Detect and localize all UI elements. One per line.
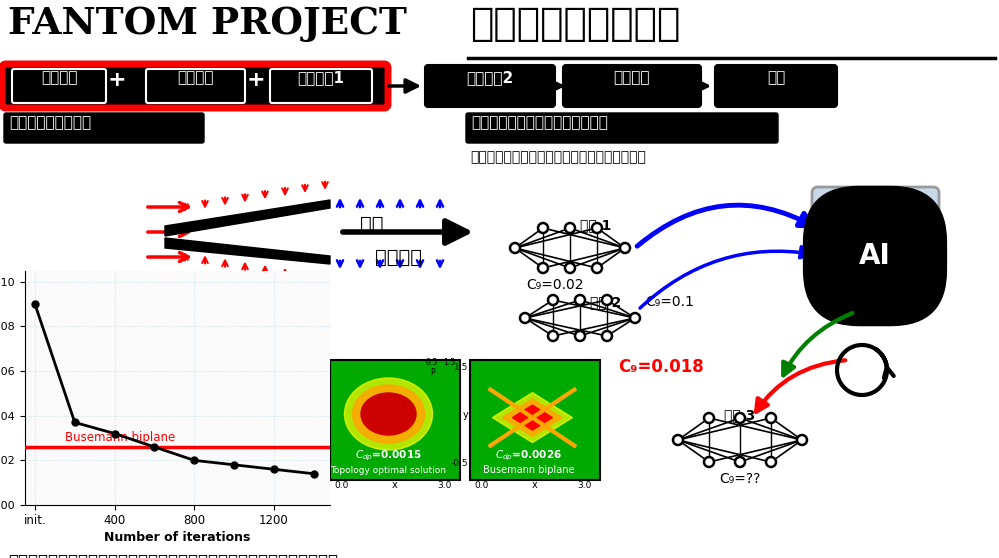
FancyBboxPatch shape (12, 69, 106, 103)
Text: y: y (463, 410, 468, 420)
Circle shape (630, 313, 640, 323)
Circle shape (735, 413, 745, 423)
FancyBboxPatch shape (812, 187, 939, 294)
Text: 3.0: 3.0 (577, 481, 592, 490)
Circle shape (735, 457, 745, 467)
Circle shape (565, 263, 575, 273)
Circle shape (520, 313, 530, 323)
Text: +: + (108, 70, 126, 90)
Circle shape (620, 243, 630, 253)
FancyBboxPatch shape (824, 198, 927, 284)
Text: +: + (247, 70, 266, 90)
Ellipse shape (345, 378, 433, 450)
Text: 基本設計: 基本設計 (177, 70, 214, 85)
Text: x: x (532, 480, 537, 490)
Text: C₉=0.1: C₉=0.1 (645, 295, 694, 309)
Text: Busemann biplane: Busemann biplane (483, 465, 574, 475)
Text: 1.5: 1.5 (314, 363, 328, 372)
Text: 製造: 製造 (767, 70, 785, 85)
Text: 翼型 1: 翼型 1 (580, 218, 611, 232)
FancyBboxPatch shape (146, 69, 245, 103)
Text: 衝撃波相殺理論に基づく理論最適解を超える設計を達成（投稿論文３報）: 衝撃波相殺理論に基づく理論最適解を超える設計を達成（投稿論文３報） (8, 553, 338, 558)
Text: C₉=0.018: C₉=0.018 (618, 358, 703, 376)
Polygon shape (493, 393, 572, 442)
Text: 1.5: 1.5 (443, 358, 455, 367)
Circle shape (592, 223, 602, 233)
Circle shape (548, 331, 558, 341)
Text: y: y (323, 410, 328, 420)
Text: -0.5: -0.5 (311, 459, 328, 468)
Text: 3.0: 3.0 (438, 481, 452, 490)
Circle shape (565, 223, 575, 233)
Ellipse shape (361, 393, 416, 435)
FancyBboxPatch shape (466, 113, 778, 143)
Polygon shape (502, 399, 562, 436)
FancyBboxPatch shape (563, 65, 701, 107)
Text: 機械学習技術を援用した最適設計: 機械学習技術を援用した最適設計 (471, 115, 607, 130)
Text: 翼型: 翼型 (360, 215, 384, 234)
Bar (470, 360, 600, 480)
Text: 詳細設計2: 詳細設計2 (467, 70, 513, 85)
Text: $C_{dp}$=0.0015: $C_{dp}$=0.0015 (355, 449, 422, 463)
Polygon shape (512, 405, 552, 430)
Bar (330, 360, 460, 480)
Circle shape (575, 295, 585, 305)
Circle shape (538, 223, 548, 233)
Circle shape (592, 263, 602, 273)
Text: 0.0: 0.0 (474, 481, 489, 490)
Text: C₉=0.02: C₉=0.02 (526, 278, 583, 292)
Circle shape (704, 413, 714, 423)
Text: 詳細設計1: 詳細設計1 (298, 70, 345, 85)
Text: 翼型 2: 翼型 2 (590, 295, 621, 309)
Text: Topology optimal solution: Topology optimal solution (331, 466, 447, 475)
Text: P: P (430, 368, 435, 377)
X-axis label: Number of iterations: Number of iterations (104, 531, 251, 544)
FancyBboxPatch shape (2, 64, 388, 108)
Text: 対話的に情報を与えることで最適な設計を提案: 対話的に情報を与えることで最適な設計を提案 (470, 150, 646, 164)
Ellipse shape (353, 385, 425, 443)
Text: $C_{dp}$=0.0026: $C_{dp}$=0.0026 (496, 449, 562, 463)
Circle shape (766, 457, 776, 467)
Text: 1.5: 1.5 (454, 363, 468, 372)
Text: 0.0: 0.0 (334, 481, 349, 490)
Circle shape (602, 331, 612, 341)
Text: x: x (393, 480, 398, 490)
Text: 概念設計: 概念設計 (41, 70, 77, 85)
Polygon shape (165, 238, 330, 264)
Text: トポロジー最適設計: トポロジー最適設計 (9, 115, 91, 130)
Text: 機械工学エンジニア: 機械工学エンジニア (470, 5, 680, 43)
Circle shape (575, 331, 585, 341)
Circle shape (797, 435, 807, 445)
Text: FANTOM PROJECT: FANTOM PROJECT (8, 5, 407, 42)
Circle shape (766, 413, 776, 423)
Circle shape (673, 435, 683, 445)
Text: 翼型 3: 翼型 3 (724, 408, 755, 422)
Text: 圧力抜抗: 圧力抜抗 (375, 248, 422, 267)
Text: C₉=??: C₉=?? (719, 472, 760, 486)
Circle shape (510, 243, 520, 253)
FancyBboxPatch shape (4, 113, 204, 143)
Text: AI: AI (859, 242, 891, 270)
Circle shape (602, 295, 612, 305)
FancyBboxPatch shape (425, 65, 555, 107)
Polygon shape (165, 200, 330, 236)
Text: Busemann biplane: Busemann biplane (65, 431, 175, 444)
Circle shape (538, 263, 548, 273)
Text: 0.5: 0.5 (425, 358, 438, 367)
Text: 生産設計: 生産設計 (613, 70, 650, 85)
FancyBboxPatch shape (715, 65, 837, 107)
Text: AI: AI (859, 242, 891, 270)
Circle shape (704, 457, 714, 467)
Text: -0.5: -0.5 (451, 459, 468, 468)
Circle shape (548, 295, 558, 305)
FancyBboxPatch shape (270, 69, 372, 103)
